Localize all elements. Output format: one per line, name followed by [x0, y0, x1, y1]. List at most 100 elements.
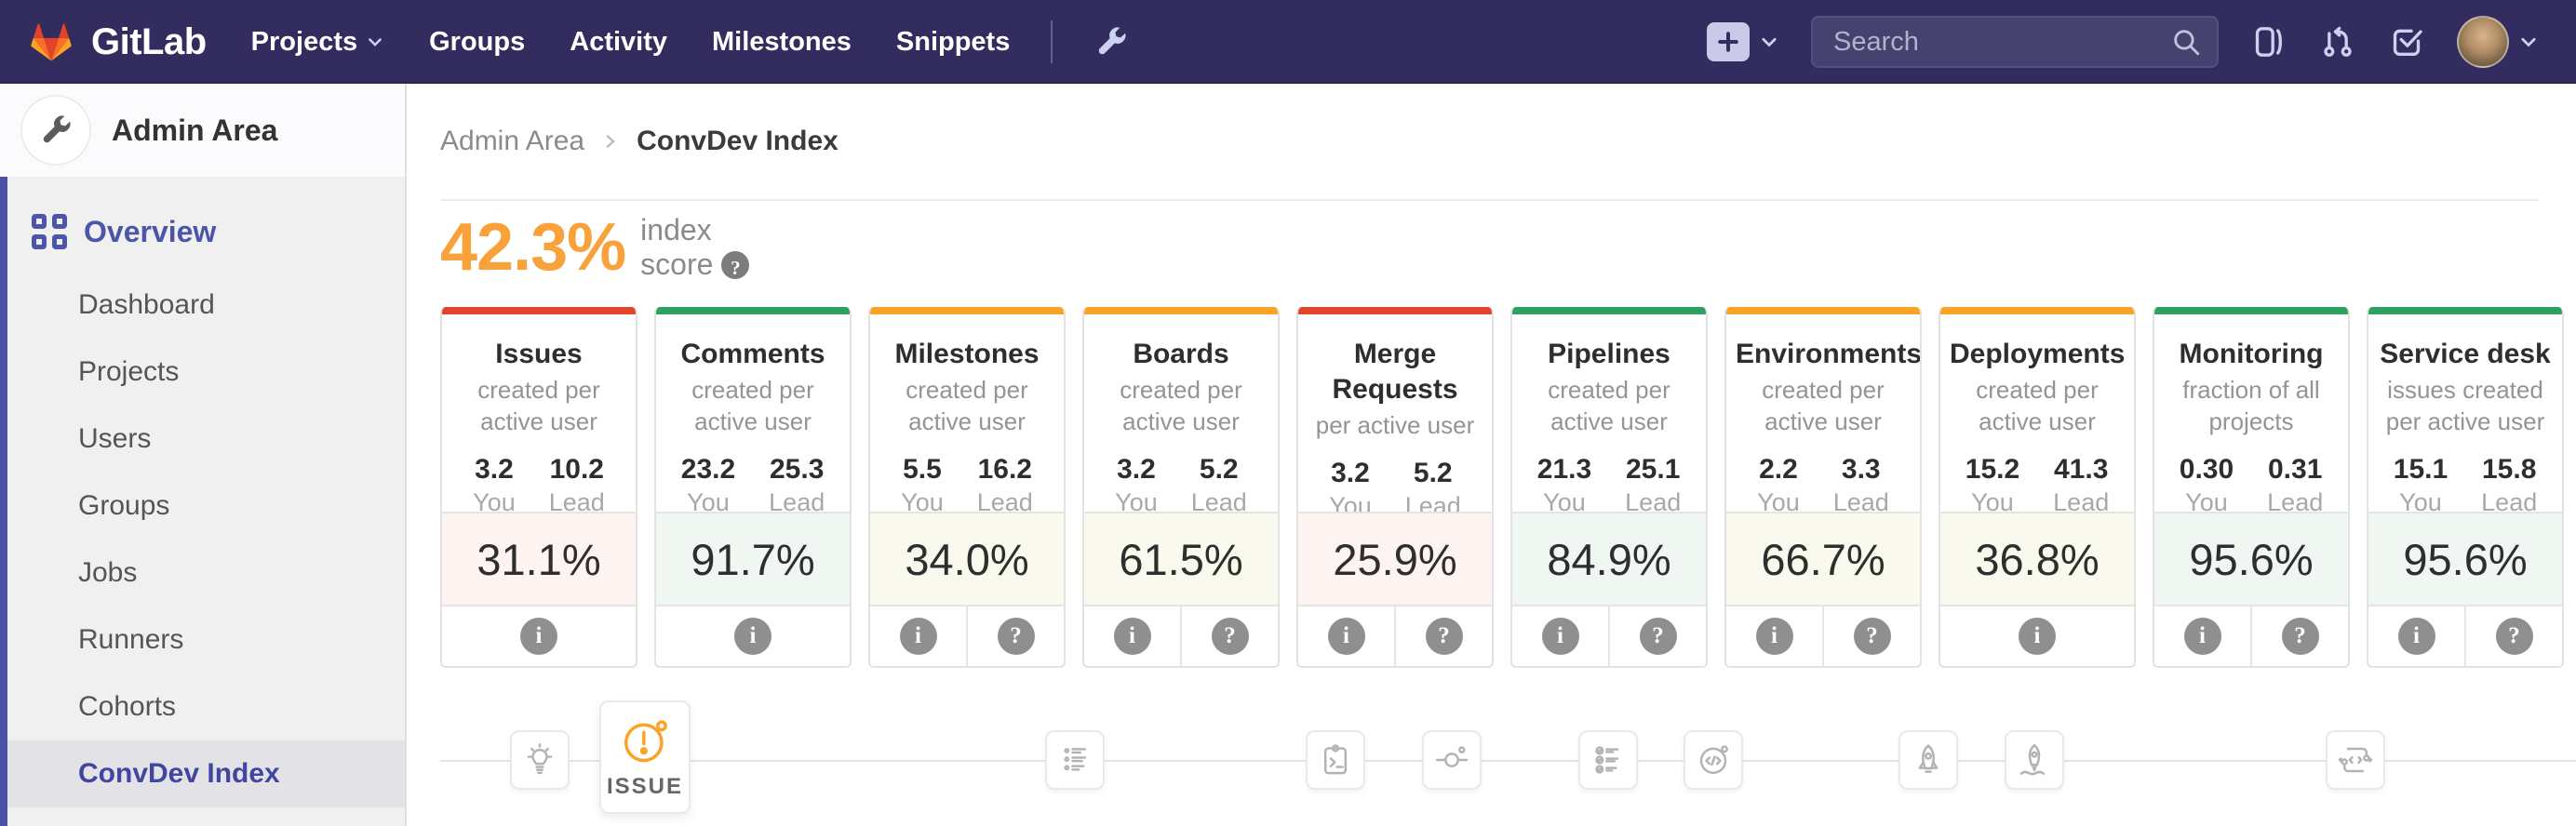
card-header: Milestones created per active user 5.5 Y… — [870, 314, 1064, 516]
card-service-desk: Service desk issues created per active u… — [2367, 307, 2564, 668]
card-help-button[interactable]: ? — [1822, 606, 1920, 666]
card-help-button[interactable]: ? — [1180, 606, 1278, 666]
card-info-button[interactable]: i — [1512, 606, 1608, 666]
info-icon: i — [734, 618, 771, 655]
card-title: Deployments — [1950, 339, 2126, 369]
question-icon: ? — [1639, 618, 1677, 655]
nav-item-label: Snippets — [895, 26, 1011, 57]
card-info-button[interactable]: i — [442, 606, 636, 666]
card-description: created per active user — [477, 376, 600, 435]
card-you-value: 23.2 — [680, 454, 736, 485]
user-menu[interactable] — [2457, 16, 2539, 68]
card-you-value: 21.3 — [1536, 454, 1592, 485]
card-you-value: 3.2 — [1117, 454, 1156, 485]
admin-area-header[interactable]: Admin Area — [0, 84, 405, 177]
card-help-button[interactable]: ? — [1394, 606, 1492, 666]
stage-label: ISSUE — [606, 774, 684, 799]
help-icon[interactable]: ? — [721, 250, 750, 279]
issues-icon[interactable] — [2250, 23, 2288, 60]
card-info-button[interactable]: i — [2368, 606, 2464, 666]
card-help-button[interactable]: ? — [1608, 606, 1706, 666]
production-icon — [2016, 741, 2053, 779]
card-merge-requests: Merge Requests per active user 3.2 You 5… — [1296, 307, 1494, 668]
card-help-button[interactable]: ? — [966, 606, 1064, 666]
card-lead-value: 5.2 — [1413, 458, 1453, 488]
card-title: Pipelines — [1548, 339, 1670, 369]
breadcrumb-parent[interactable]: Admin Area — [440, 126, 585, 156]
nav-item-milestones[interactable]: Milestones — [712, 27, 852, 58]
idea-to-production-timeline: ISSUE — [440, 688, 2576, 826]
card-description: created per active user — [906, 376, 1028, 435]
gitlab-logo[interactable]: GitLab — [26, 18, 207, 66]
card-footer: i ? — [1726, 606, 1920, 666]
sidebar-item-convdev-index[interactable]: ConvDev Index — [7, 740, 405, 807]
question-icon: ? — [1425, 618, 1463, 655]
card-footer: i ? — [1298, 606, 1492, 666]
card-info-button[interactable]: i — [1726, 606, 1822, 666]
card-score: 34.0% — [870, 512, 1064, 606]
card-score: 25.9% — [1298, 512, 1492, 606]
todos-icon[interactable] — [2388, 23, 2425, 60]
admin-wrench-icon[interactable] — [1093, 24, 1129, 60]
sidebar-item-overview[interactable]: Overview — [7, 201, 405, 262]
stage-staging — [1898, 730, 1958, 790]
stage-commit — [1422, 730, 1482, 790]
card-description: fraction of all projects — [2182, 376, 2320, 435]
info-icon: i — [1113, 618, 1151, 655]
card-you-value: 15.2 — [1965, 454, 2020, 485]
card-info-button[interactable]: i — [2154, 606, 2250, 666]
card-description: created per active user — [1548, 376, 1670, 435]
stage-issue: ISSUE — [599, 700, 691, 814]
info-icon: i — [2183, 618, 2221, 655]
merge-request-icon[interactable] — [2319, 23, 2356, 60]
info-icon: i — [2019, 618, 2056, 655]
card-status-bar — [2368, 307, 2562, 314]
question-icon: ? — [997, 618, 1035, 655]
card-description: created per active user — [691, 376, 814, 435]
sidebar-title: Admin Area — [112, 113, 278, 147]
card-values: 2.2 You 3.3 Lead — [1736, 454, 1911, 517]
chevron-down-icon — [1759, 32, 1779, 52]
card-title: Issues — [495, 339, 583, 369]
sidebar-item-runners[interactable]: Runners — [7, 606, 405, 673]
card-info-button[interactable]: i — [1084, 606, 1180, 666]
search-input[interactable] — [1831, 25, 2170, 59]
nav-item-projects[interactable]: Projects — [251, 27, 384, 58]
card-header: Environments created per active user 2.2… — [1726, 314, 1920, 516]
card-footer: i ? — [2368, 606, 2562, 666]
sidebar-item-cohorts[interactable]: Cohorts — [7, 673, 405, 740]
card-help-button[interactable]: ? — [2250, 606, 2348, 666]
sidebar-item-dashboard[interactable]: Dashboard — [7, 272, 405, 339]
card-values: 3.2 You 10.2 Lead — [451, 454, 626, 517]
plan-icon — [1056, 741, 1093, 779]
card-status-bar — [1726, 307, 1920, 314]
sidebar-item-label: ConvDev Index — [78, 758, 280, 789]
new-menu-button[interactable] — [1707, 22, 1779, 61]
card-header: Pipelines created per active user 21.3 Y… — [1512, 314, 1706, 516]
card-score: 95.6% — [2368, 512, 2562, 606]
card-help-button[interactable]: ? — [2464, 606, 2562, 666]
card-footer: i — [1940, 606, 2134, 666]
nav-item-activity[interactable]: Activity — [570, 27, 667, 58]
stage-feedback — [2326, 730, 2385, 790]
card-score: 31.1% — [442, 512, 636, 606]
card-milestones: Milestones created per active user 5.5 Y… — [868, 307, 1066, 668]
card-info-button[interactable]: i — [1298, 606, 1394, 666]
nav-item-groups[interactable]: Groups — [429, 27, 525, 58]
nav-item-snippets[interactable]: Snippets — [896, 27, 1010, 58]
sidebar-item-users[interactable]: Users — [7, 406, 405, 473]
overview-grid-icon — [32, 214, 67, 249]
avatar — [2457, 16, 2509, 68]
card-status-bar — [870, 307, 1064, 314]
sidebar-item-jobs[interactable]: Jobs — [7, 540, 405, 606]
card-info-button[interactable]: i — [870, 606, 966, 666]
card-lead-value: 3.3 — [1841, 454, 1881, 485]
sidebar-item-groups[interactable]: Groups — [7, 473, 405, 540]
card-info-button[interactable]: i — [1940, 606, 2134, 666]
card-issues: Issues created per active user 3.2 You 1… — [440, 307, 637, 668]
info-icon: i — [1541, 618, 1579, 655]
nav-menu: Projects Groups Activity Milestones — [251, 27, 1011, 58]
card-status-bar — [1512, 307, 1706, 314]
card-info-button[interactable]: i — [656, 606, 850, 666]
sidebar-item-projects[interactable]: Projects — [7, 339, 405, 406]
